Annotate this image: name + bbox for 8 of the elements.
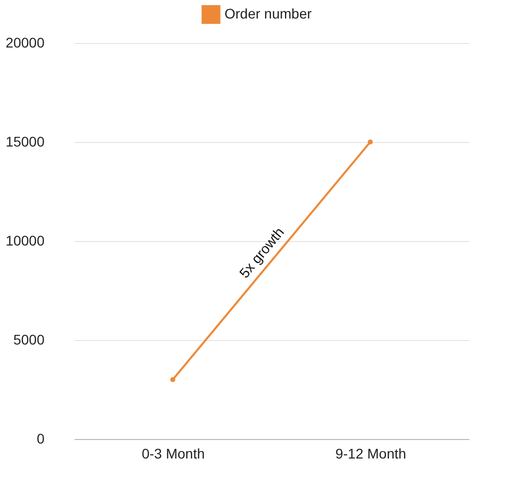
y-tick-label: 0 xyxy=(36,430,45,446)
x-tick-label: 9-12 Month xyxy=(335,446,406,462)
x-tick-label: 0-3 Month xyxy=(142,446,205,462)
legend-label: Order number xyxy=(224,6,312,22)
y-tick-label: 20000 xyxy=(6,34,45,50)
y-tick-label: 5000 xyxy=(13,332,45,348)
y-tick-label: 10000 xyxy=(6,232,45,248)
y-tick-label: 15000 xyxy=(6,134,45,150)
